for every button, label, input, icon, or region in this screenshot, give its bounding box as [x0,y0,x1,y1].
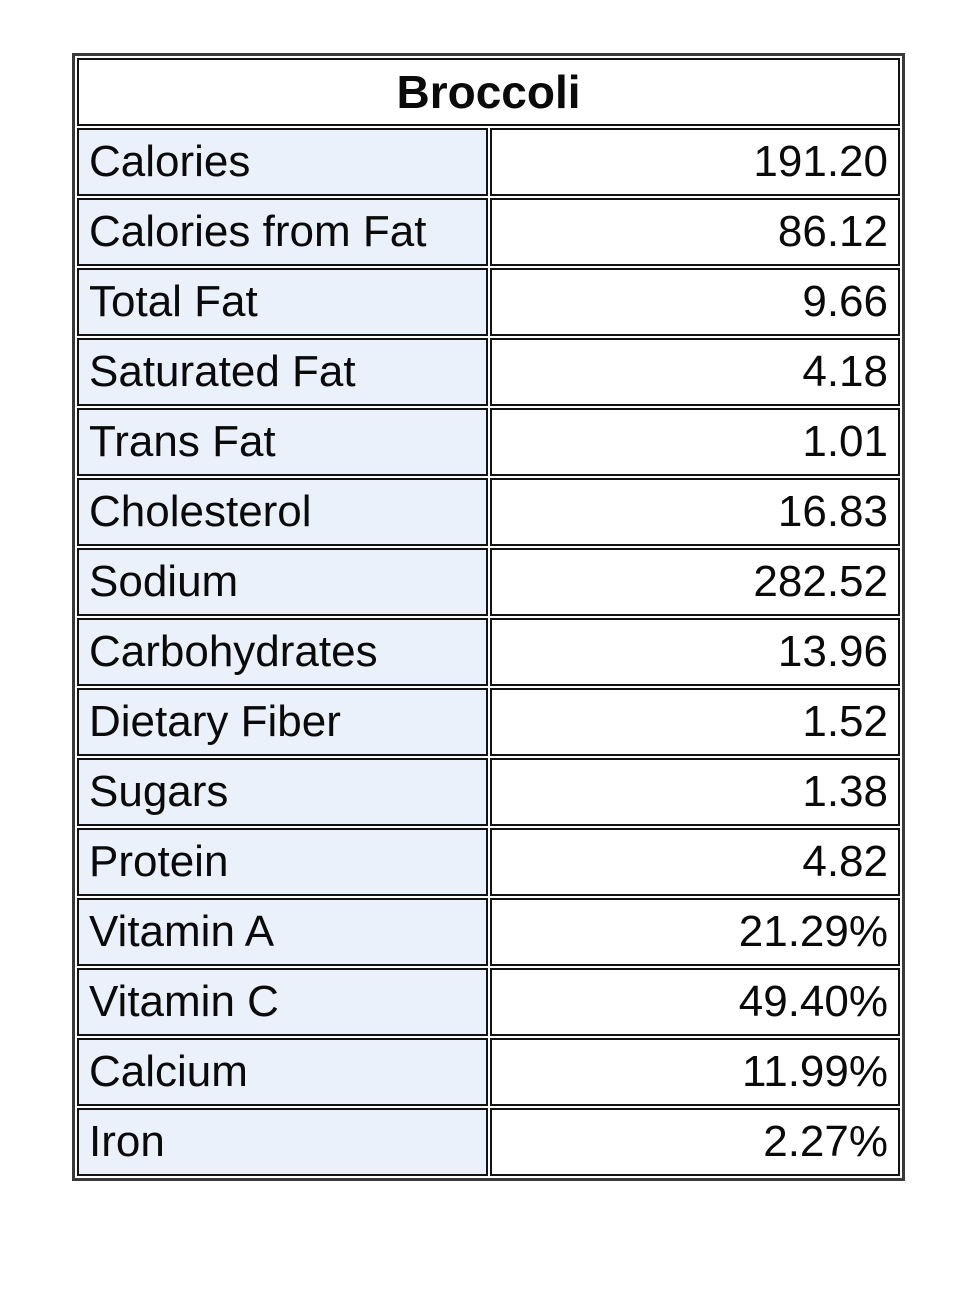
table-row: Calories from Fat 86.12 [77,198,900,266]
nutrient-value: 282.52 [489,548,900,616]
nutrient-value: 4.82 [489,828,900,896]
table-row: Sugars 1.38 [77,758,900,826]
nutrient-value: 49.40% [489,968,900,1036]
nutrient-value: 2.27% [489,1108,900,1176]
nutrient-label: Calories [77,128,488,196]
table-row: Saturated Fat 4.18 [77,338,900,406]
nutrient-label: Calcium [77,1038,488,1106]
nutrient-label: Total Fat [77,268,488,336]
table-row: Total Fat 9.66 [77,268,900,336]
nutrient-value: 86.12 [489,198,900,266]
nutrient-label: Vitamin A [77,898,488,966]
nutrient-label: Carbohydrates [77,618,488,686]
table-row: Vitamin A 21.29% [77,898,900,966]
table-title: Broccoli [77,58,900,126]
nutrient-value: 21.29% [489,898,900,966]
nutrient-label: Sodium [77,548,488,616]
table-row: Carbohydrates 13.96 [77,618,900,686]
table-row: Dietary Fiber 1.52 [77,688,900,756]
table-row: Calcium 11.99% [77,1038,900,1106]
nutrient-label: Dietary Fiber [77,688,488,756]
nutrient-label: Trans Fat [77,408,488,476]
title-row: Broccoli [77,58,900,126]
table-row: Cholesterol 16.83 [77,478,900,546]
nutrient-label: Calories from Fat [77,198,488,266]
table-row: Calories 191.20 [77,128,900,196]
nutrient-label: Vitamin C [77,968,488,1036]
table-row: Trans Fat 1.01 [77,408,900,476]
nutrient-value: 13.96 [489,618,900,686]
nutrient-value: 9.66 [489,268,900,336]
nutrient-label: Cholesterol [77,478,488,546]
nutrient-label: Sugars [77,758,488,826]
nutrition-table: Broccoli Calories 191.20 Calories from Fat… [72,53,905,1181]
nutrient-label: Protein [77,828,488,896]
table-row: Vitamin C 49.40% [77,968,900,1036]
table-row: Sodium 282.52 [77,548,900,616]
nutrient-value: 1.01 [489,408,900,476]
table-body: Calories 191.20 Calories from Fat 86.12 Tota… [77,128,900,1176]
nutrient-value: 4.18 [489,338,900,406]
nutrient-label: Iron [77,1108,488,1176]
nutrient-value: 16.83 [489,478,900,546]
nutrient-label: Saturated Fat [77,338,488,406]
table-header: Broccoli [77,58,900,126]
nutrient-value: 1.52 [489,688,900,756]
nutrient-value: 11.99% [489,1038,900,1106]
nutrient-value: 1.38 [489,758,900,826]
table-row: Protein 4.82 [77,828,900,896]
nutrient-value: 191.20 [489,128,900,196]
table-row: Iron 2.27% [77,1108,900,1176]
